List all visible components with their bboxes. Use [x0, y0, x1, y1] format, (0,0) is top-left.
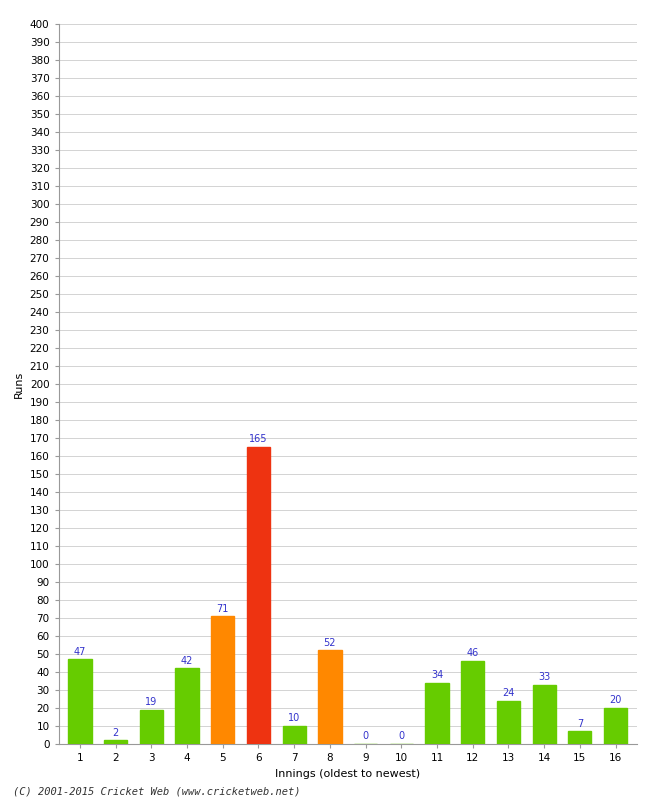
- Bar: [176, 668, 199, 744]
- Bar: [425, 682, 448, 744]
- Y-axis label: Runs: Runs: [14, 370, 24, 398]
- Text: 47: 47: [73, 646, 86, 657]
- Bar: [140, 710, 163, 744]
- Bar: [283, 726, 306, 744]
- Text: 10: 10: [288, 714, 300, 723]
- Text: 2: 2: [112, 728, 119, 738]
- Bar: [68, 659, 92, 744]
- Text: 165: 165: [249, 434, 268, 444]
- Bar: [247, 447, 270, 744]
- Text: 0: 0: [398, 731, 404, 742]
- Text: 0: 0: [363, 731, 369, 742]
- Bar: [461, 661, 484, 744]
- Text: 7: 7: [577, 718, 583, 729]
- Text: 33: 33: [538, 672, 551, 682]
- X-axis label: Innings (oldest to newest): Innings (oldest to newest): [275, 769, 421, 778]
- Bar: [497, 701, 520, 744]
- Bar: [211, 616, 235, 744]
- Bar: [532, 685, 556, 744]
- Text: 42: 42: [181, 656, 193, 666]
- Text: 19: 19: [145, 697, 157, 707]
- Text: 71: 71: [216, 603, 229, 614]
- Text: 34: 34: [431, 670, 443, 680]
- Text: 24: 24: [502, 688, 515, 698]
- Text: 52: 52: [324, 638, 336, 648]
- Text: 46: 46: [467, 649, 479, 658]
- Bar: [604, 708, 627, 744]
- Bar: [318, 650, 341, 744]
- Bar: [568, 731, 592, 744]
- Bar: [104, 741, 127, 744]
- Text: 20: 20: [610, 695, 622, 706]
- Text: (C) 2001-2015 Cricket Web (www.cricketweb.net): (C) 2001-2015 Cricket Web (www.cricketwe…: [13, 786, 300, 796]
